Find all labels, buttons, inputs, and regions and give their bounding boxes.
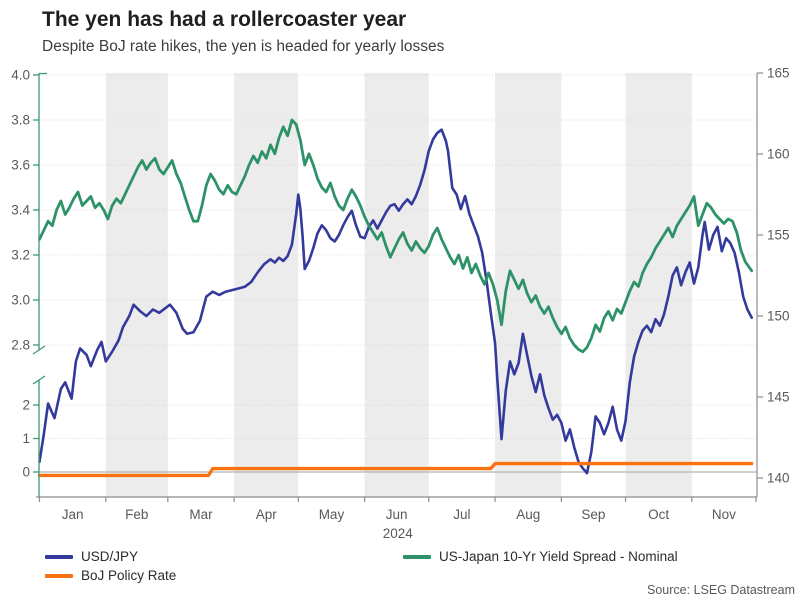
chart-title: The yen has had a rollercoaster year (42, 8, 407, 31)
legend-item-policy-rate: BoJ Policy Rate (45, 568, 176, 583)
left-axis-tick-label: 1 (22, 431, 30, 446)
legend-label-usdjpy: USD/JPY (81, 549, 139, 564)
source-attribution: Source: LSEG Datastream (647, 583, 795, 597)
right-axis-tick-label: 155 (767, 228, 790, 243)
right-axis-tick-label: 160 (767, 147, 790, 162)
chart-subtitle: Despite BoJ rate hikes, the yen is heade… (42, 38, 445, 55)
left-axis-tick-label: 3.2 (11, 248, 30, 263)
left-axis-tick-label: 3.8 (11, 113, 30, 128)
month-shading-band (105, 73, 168, 497)
legend-item-usdjpy: USD/JPY (45, 549, 138, 564)
left-axis-tick-label: 2.8 (11, 338, 30, 353)
month-label: Jul (453, 507, 470, 522)
left-axis-tick-label: 2 (22, 398, 30, 413)
legend-label-yield-spread: US-Japan 10-Yr Yield Spread - Nominal (439, 549, 678, 564)
month-label: Sep (581, 507, 605, 522)
month-label: Nov (712, 507, 736, 522)
legend-item-yield-spread: US-Japan 10-Yr Yield Spread - Nominal (403, 549, 678, 564)
policy-rate-line-swatch (45, 573, 73, 578)
right-axis-tick-label: 165 (767, 66, 790, 81)
month-label: Aug (516, 507, 540, 522)
left-axis-tick-label: 4.0 (11, 68, 30, 83)
axis-break-mark (32, 345, 46, 355)
left-axis-tick-label: 3.6 (11, 158, 30, 173)
month-label: Apr (256, 507, 278, 522)
series-line-policy (37, 461, 754, 478)
month-label: Mar (189, 507, 213, 522)
left-axis-tick-label: 3.0 (11, 293, 30, 308)
month-label: May (319, 507, 345, 522)
month-shading-band (364, 73, 429, 497)
yield-spread-line-swatch (403, 554, 431, 559)
left-axis-tick-label: 3.4 (11, 203, 30, 218)
right-axis-tick-label: 140 (767, 471, 790, 486)
series-line-spread (38, 118, 754, 354)
right-axis-tick-label: 150 (767, 309, 790, 324)
month-label: Oct (648, 507, 669, 522)
left-axis-tick-label: 0 (22, 465, 30, 480)
usdjpy-line-swatch (45, 554, 73, 559)
year-label: 2024 (383, 526, 414, 541)
month-label: Feb (125, 507, 148, 522)
right-axis-tick-label: 145 (767, 390, 790, 405)
month-shading-band (495, 73, 562, 497)
month-label: Jun (386, 507, 408, 522)
legend-label-policy-rate: BoJ Policy Rate (81, 568, 177, 583)
axis-break-mark (32, 375, 46, 385)
month-shading-band (234, 73, 299, 497)
month-label: Jan (62, 507, 84, 522)
series-line-usdjpy (38, 128, 753, 475)
